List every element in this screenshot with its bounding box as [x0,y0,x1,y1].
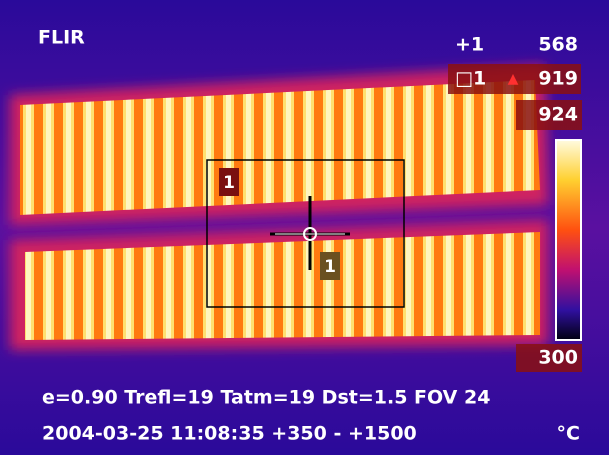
unit: °C [557,423,580,445]
spot-value: 568 [538,34,578,56]
parameters: e=0.90 Trefl=19 Tatm=19 Dst=1.5 FOV 24 [42,387,490,409]
logo: FLIR [38,27,85,49]
spot-marker-label: 1 [324,257,336,277]
alarm-icon: ▲ [508,71,519,87]
spot-label: +1 [455,34,484,56]
color-scale [556,140,581,340]
box-label: □1 [455,68,486,90]
status: 2004-03-25 11:08:35 +350 - +1500 [42,423,417,445]
box-value: 919 [538,68,578,90]
scale-min: 300 [538,347,578,369]
box-marker-label: 1 [223,173,235,193]
thermal-screen: FLIR +1 568 □1 ▲ 919 924 300 1 1 e=0.90 … [0,0,609,455]
scale-max: 924 [538,104,578,126]
